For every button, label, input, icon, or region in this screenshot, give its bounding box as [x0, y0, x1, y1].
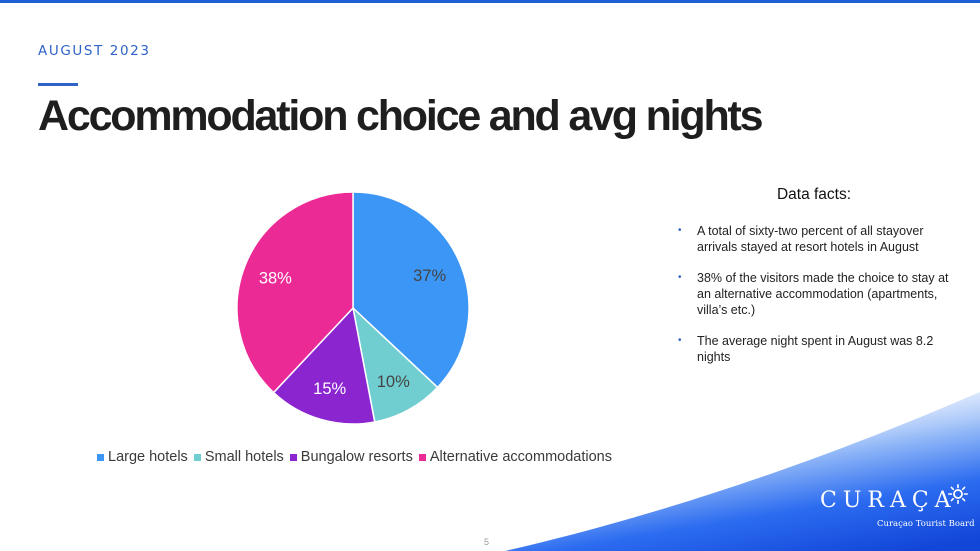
sun-icon — [948, 484, 968, 504]
pie-label-small-hotels: 10% — [377, 373, 410, 391]
page-title: Accommodation choice and avg nights — [38, 92, 764, 140]
bullet-icon: • — [678, 225, 682, 236]
legend-item-large-hotels: Large hotels — [97, 449, 188, 465]
pie-slice-alternative-accommodations — [236, 191, 354, 394]
legend-swatch — [193, 453, 201, 461]
legend-label: Small hotels — [204, 449, 284, 465]
data-fact-item: • A total of sixty-two percent of all sta… — [678, 224, 924, 254]
title-accent-line — [38, 83, 78, 86]
pie-label-large-hotels: 37% — [413, 267, 446, 285]
legend-label: Large hotels — [108, 449, 188, 465]
pie-label-alternative-accommodations: 38% — [259, 269, 292, 287]
logo-wordmark: CURAÇA — [820, 488, 957, 513]
top-accent-bar — [0, 0, 980, 3]
logo-subtitle: Curaçao Tourist Board — [877, 519, 975, 529]
pie-label-bungalow-resorts: 15% — [313, 380, 346, 398]
data-fact-item: • 38% of the visitors made the choice to … — [678, 271, 949, 317]
data-facts-panel: Data facts: • A total of sixty-two percen… — [669, 186, 959, 380]
pie-slice-small-hotels — [351, 305, 439, 423]
legend-swatch — [418, 453, 426, 461]
chart-legend: Large hotels Small hotels Bungalow resorts… — [97, 449, 618, 465]
report-month: AUGUST 2023 — [38, 43, 151, 59]
curacao-tourist-board-logo: CURAÇA Curaçao Tourist Board — [820, 484, 975, 529]
bullet-icon: • — [678, 335, 682, 346]
pie-slice-bungalow-resorts — [272, 306, 376, 425]
legend-item-small-hotels: Small hotels — [193, 449, 284, 465]
legend-item-bungalow-resorts: Bungalow resorts — [289, 449, 413, 465]
bullet-icon: • — [678, 272, 682, 283]
legend-swatch — [289, 453, 297, 461]
legend-swatch — [97, 453, 104, 461]
page-number: 5 — [484, 537, 490, 547]
pie-slice-large-hotels — [352, 191, 470, 389]
legend-label: Bungalow resorts — [300, 449, 413, 465]
data-facts-heading: Data facts: — [776, 186, 852, 203]
legend-label: Alternative accommodations — [429, 449, 612, 465]
data-facts-list: • A total of sixty-two percent of all sta… — [669, 223, 959, 365]
legend-item-alternative-accommodations: Alternative accommodations — [418, 449, 612, 465]
data-fact-item: • The average night spent in August was 8… — [678, 334, 934, 364]
